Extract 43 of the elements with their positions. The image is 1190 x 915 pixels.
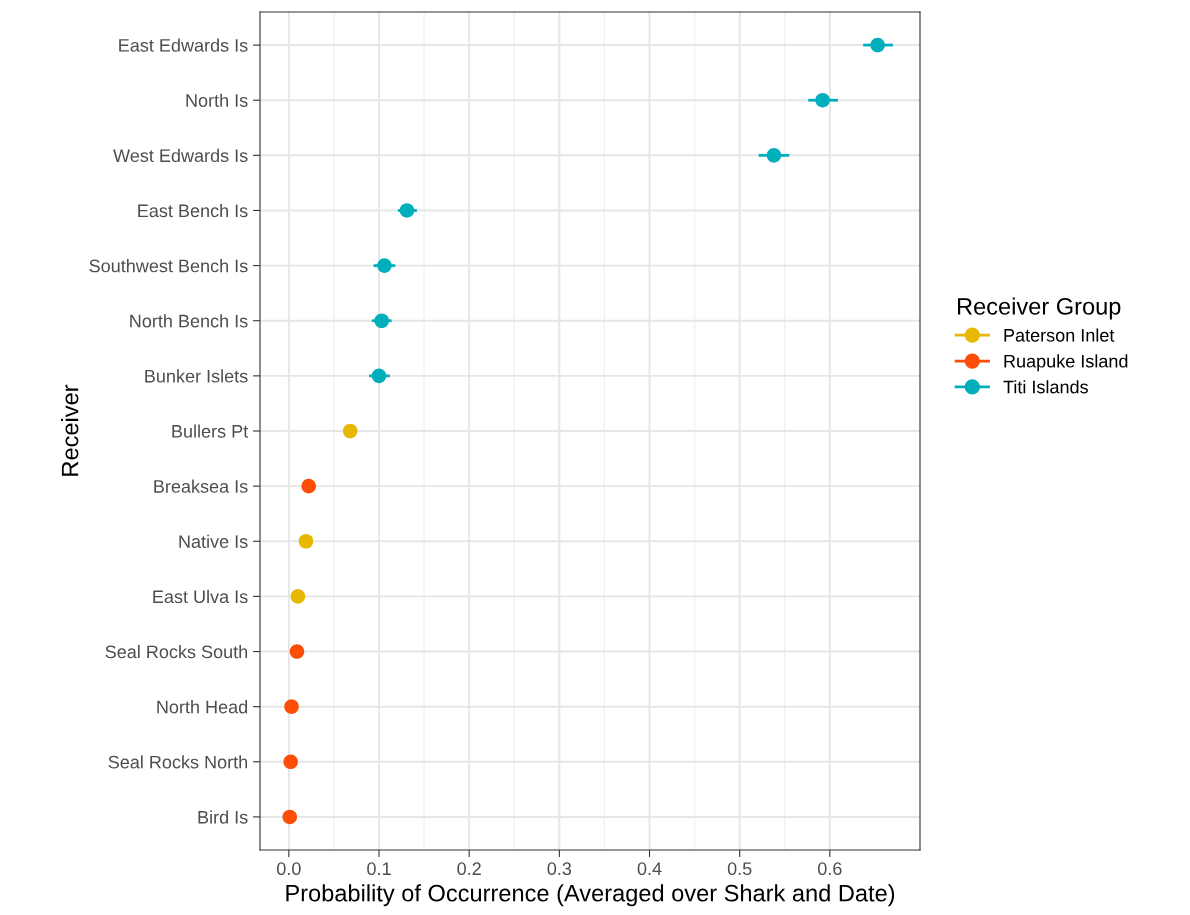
point: [342, 423, 358, 439]
y-axis-title: Receiver: [61, 384, 79, 476]
point: [374, 313, 389, 329]
y-tick-label: Native Is: [179, 534, 248, 548]
y-tick-label: Bunker Islets: [145, 369, 248, 383]
point: [301, 478, 316, 494]
x-tick-label: 0.1: [367, 862, 391, 876]
point: [284, 699, 299, 714]
point: [399, 203, 415, 218]
x-axis-title: Probability of Occurrence (Averaged over Shark and Date): [286, 884, 895, 907]
point: [298, 533, 314, 549]
x-tick-label: 0.3: [547, 862, 572, 876]
y-tick-label: Bird Is: [198, 810, 248, 824]
y-tick-label: Southwest Bench Is: [89, 259, 248, 273]
point: [766, 148, 782, 163]
legend-title: Receiver Group: [957, 297, 1121, 320]
point: [282, 809, 298, 825]
y-tick-label: Bullers Pt: [172, 424, 249, 438]
y-tick-label: East Ulva Is: [153, 589, 248, 604]
y-tick-label: North Is: [186, 93, 248, 107]
point: [377, 258, 392, 273]
x-tick-label: 0.2: [457, 862, 481, 876]
y-tick-label: Seal Rocks South: [105, 644, 248, 659]
point: [371, 368, 387, 384]
legend-label: Paterson Inlet: [1004, 328, 1115, 342]
point: [815, 92, 830, 108]
legend-label: Titi Islands: [1003, 380, 1088, 394]
point: [283, 754, 298, 770]
y-tick-label: Seal Rocks North: [108, 755, 248, 769]
point: [870, 37, 885, 53]
y-tick-label: North Head: [157, 700, 248, 714]
x-tick-label: 0.5: [727, 862, 752, 876]
point: [290, 589, 306, 604]
legend-label: Ruapuke Island: [1004, 354, 1128, 372]
y-tick-label: West Edwards Is: [113, 148, 248, 163]
x-tick-label: 0.0: [277, 862, 301, 876]
x-tick-label: 0.4: [637, 862, 662, 876]
point: [289, 644, 305, 659]
y-tick-label: North Bench Is: [130, 314, 248, 328]
x-tick-label: 0.6: [817, 862, 842, 876]
y-tick-label: East Bench Is: [138, 203, 248, 218]
y-tick-label: Breaksea Is: [154, 479, 248, 493]
y-tick-label: East Edwards Is: [119, 38, 248, 52]
